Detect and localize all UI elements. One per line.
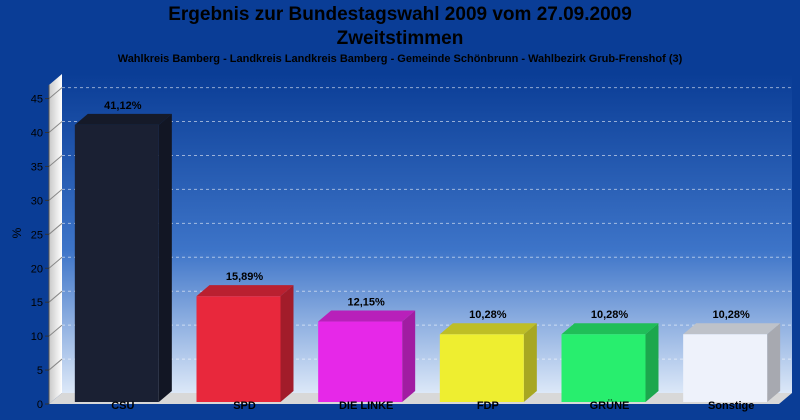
grid-line-wall (48, 87, 63, 99)
bar-top (196, 285, 294, 297)
grid-line-wall (48, 358, 63, 371)
x-tick-label: SPD (233, 400, 256, 412)
bar-die-linke (318, 310, 416, 402)
bar-grüne (561, 323, 659, 402)
grid-line-wall (48, 189, 63, 201)
y-tick-label: 25 (31, 229, 43, 241)
bar-side (402, 310, 416, 402)
bar-front (683, 334, 768, 402)
x-tick-label: GRÜNE (590, 399, 630, 412)
chart-subtitle: Zweitstimmen (336, 28, 464, 49)
y-tick-label: 45 (31, 94, 43, 106)
plot-left-wall (49, 74, 62, 404)
grid-line-wall (48, 324, 63, 337)
bar-spd (196, 285, 294, 402)
data-label: 10,28% (469, 309, 507, 321)
x-tick-label: CSU (111, 400, 134, 412)
grid-line-wall (48, 290, 63, 303)
grid-line-wall (48, 155, 63, 167)
bar-side (523, 323, 537, 402)
bar-top (439, 323, 537, 335)
bar-side (767, 323, 781, 402)
y-tick-label: 10 (31, 331, 43, 343)
data-label: 15,89% (226, 271, 264, 283)
bar-front (561, 334, 646, 402)
bar-top (74, 113, 172, 125)
bar-side (280, 285, 294, 402)
bar-top (318, 310, 416, 322)
bar-front (196, 296, 281, 402)
grid-line-wall (48, 121, 63, 133)
bar-front (318, 321, 403, 402)
y-tick-label: 0 (37, 399, 43, 411)
bar-side (645, 323, 659, 402)
grid-line-wall (48, 222, 63, 235)
chart-caption: Wahlkreis Bamberg - Landkreis Landkreis … (117, 53, 683, 65)
bar-top (561, 323, 659, 335)
bar-side (158, 113, 172, 402)
data-label: 41,12% (104, 100, 142, 112)
y-axis-label: % (10, 227, 24, 238)
bar-front (439, 334, 524, 402)
x-tick-label: Sonstige (708, 400, 754, 412)
y-tick-label: 5 (37, 365, 43, 377)
y-tick-label: 35 (31, 161, 43, 173)
bar-top (683, 323, 781, 335)
bar-fdp (439, 323, 537, 402)
y-tick-label: 30 (31, 195, 43, 207)
y-tick-label: 20 (31, 263, 43, 275)
y-tick-label: 15 (31, 297, 43, 309)
plot-background (62, 74, 792, 393)
bar-sonstige (683, 323, 781, 402)
x-tick-label: FDP (477, 400, 499, 412)
data-label: 12,15% (348, 297, 386, 309)
x-tick-label: DIE LINKE (339, 400, 393, 412)
y-tick-label: 40 (31, 128, 43, 140)
bar-front (74, 124, 159, 402)
data-label: 10,28% (713, 309, 751, 321)
data-label: 10,28% (591, 309, 629, 321)
chart-title: Ergebnis zur Bundestagswahl 2009 vom 27.… (168, 4, 632, 25)
bar-csu (74, 113, 172, 402)
grid-line-wall (48, 256, 63, 269)
